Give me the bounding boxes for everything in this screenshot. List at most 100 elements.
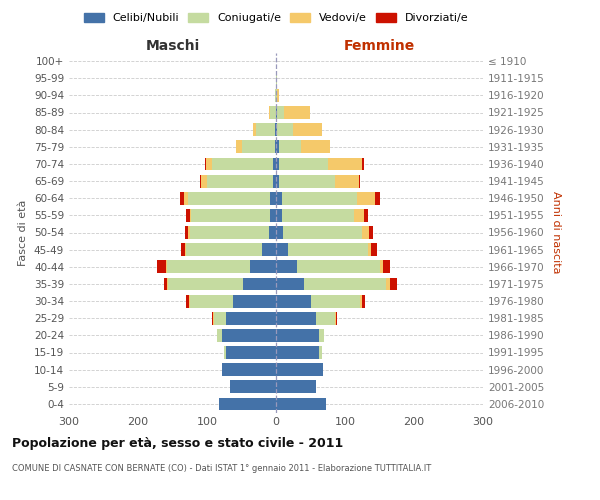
Bar xyxy=(276,106,277,119)
Bar xyxy=(276,123,277,136)
Bar xyxy=(362,158,364,170)
Bar xyxy=(281,209,354,222)
Bar xyxy=(226,312,276,324)
Bar xyxy=(226,346,276,359)
Bar xyxy=(185,243,187,256)
Bar xyxy=(243,278,276,290)
Bar xyxy=(277,123,293,136)
Bar xyxy=(184,192,188,204)
Bar xyxy=(166,260,167,273)
Bar xyxy=(269,226,276,239)
Bar xyxy=(276,346,319,359)
Bar xyxy=(224,346,226,359)
Bar xyxy=(271,192,276,204)
Bar xyxy=(207,174,272,188)
Bar xyxy=(364,209,368,222)
Bar xyxy=(275,123,276,136)
Bar xyxy=(374,192,380,204)
Bar xyxy=(301,140,330,153)
Bar xyxy=(380,260,383,273)
Bar xyxy=(371,243,377,256)
Bar xyxy=(256,123,275,136)
Bar xyxy=(189,294,190,308)
Bar xyxy=(213,312,214,324)
Bar xyxy=(275,140,276,153)
Bar xyxy=(276,72,277,85)
Bar xyxy=(276,243,289,256)
Bar xyxy=(277,106,284,119)
Bar xyxy=(383,260,390,273)
Bar xyxy=(276,226,283,239)
Bar xyxy=(354,209,364,222)
Bar xyxy=(200,174,202,188)
Bar xyxy=(281,192,358,204)
Bar xyxy=(262,243,276,256)
Bar xyxy=(276,89,277,102)
Bar xyxy=(253,123,256,136)
Bar xyxy=(276,398,326,410)
Bar xyxy=(202,174,207,188)
Bar xyxy=(222,363,276,376)
Bar xyxy=(180,192,184,204)
Bar xyxy=(280,174,335,188)
Bar xyxy=(358,192,374,204)
Bar xyxy=(212,312,213,324)
Bar xyxy=(190,226,269,239)
Bar xyxy=(362,226,369,239)
Bar xyxy=(167,278,169,290)
Bar xyxy=(269,106,271,119)
Bar xyxy=(250,260,276,273)
Bar xyxy=(276,278,304,290)
Bar xyxy=(214,312,226,324)
Bar xyxy=(212,158,272,170)
Bar xyxy=(191,209,271,222)
Bar xyxy=(181,243,185,256)
Bar xyxy=(222,329,276,342)
Bar xyxy=(386,278,390,290)
Bar xyxy=(276,312,316,324)
Bar xyxy=(368,243,371,256)
Bar xyxy=(236,140,241,153)
Text: Maschi: Maschi xyxy=(145,38,200,52)
Bar xyxy=(271,106,276,119)
Bar xyxy=(190,294,233,308)
Bar xyxy=(185,294,189,308)
Bar xyxy=(276,329,319,342)
Bar xyxy=(271,209,276,222)
Bar xyxy=(276,380,316,393)
Bar xyxy=(284,106,310,119)
Bar xyxy=(390,278,397,290)
Bar xyxy=(276,209,281,222)
Bar xyxy=(316,312,335,324)
Bar xyxy=(276,158,280,170)
Bar xyxy=(336,312,337,324)
Bar xyxy=(241,140,275,153)
Bar xyxy=(275,89,276,102)
Bar xyxy=(276,260,296,273)
Bar xyxy=(272,158,276,170)
Bar xyxy=(293,123,322,136)
Bar xyxy=(319,346,322,359)
Bar xyxy=(296,260,380,273)
Bar xyxy=(157,260,166,273)
Bar xyxy=(276,174,280,188)
Bar xyxy=(205,158,206,170)
Bar xyxy=(187,243,262,256)
Bar xyxy=(362,294,365,308)
Bar xyxy=(206,158,212,170)
Bar xyxy=(276,140,279,153)
Bar xyxy=(188,192,271,204)
Bar xyxy=(220,398,276,410)
Bar xyxy=(185,226,188,239)
Bar xyxy=(169,278,243,290)
Bar xyxy=(311,294,360,308)
Y-axis label: Fasce di età: Fasce di età xyxy=(19,200,28,266)
Bar xyxy=(167,260,250,273)
Bar xyxy=(360,294,362,308)
Bar xyxy=(233,294,276,308)
Bar xyxy=(328,158,362,170)
Bar xyxy=(230,380,276,393)
Bar xyxy=(188,226,190,239)
Bar xyxy=(359,174,360,188)
Bar xyxy=(369,226,373,239)
